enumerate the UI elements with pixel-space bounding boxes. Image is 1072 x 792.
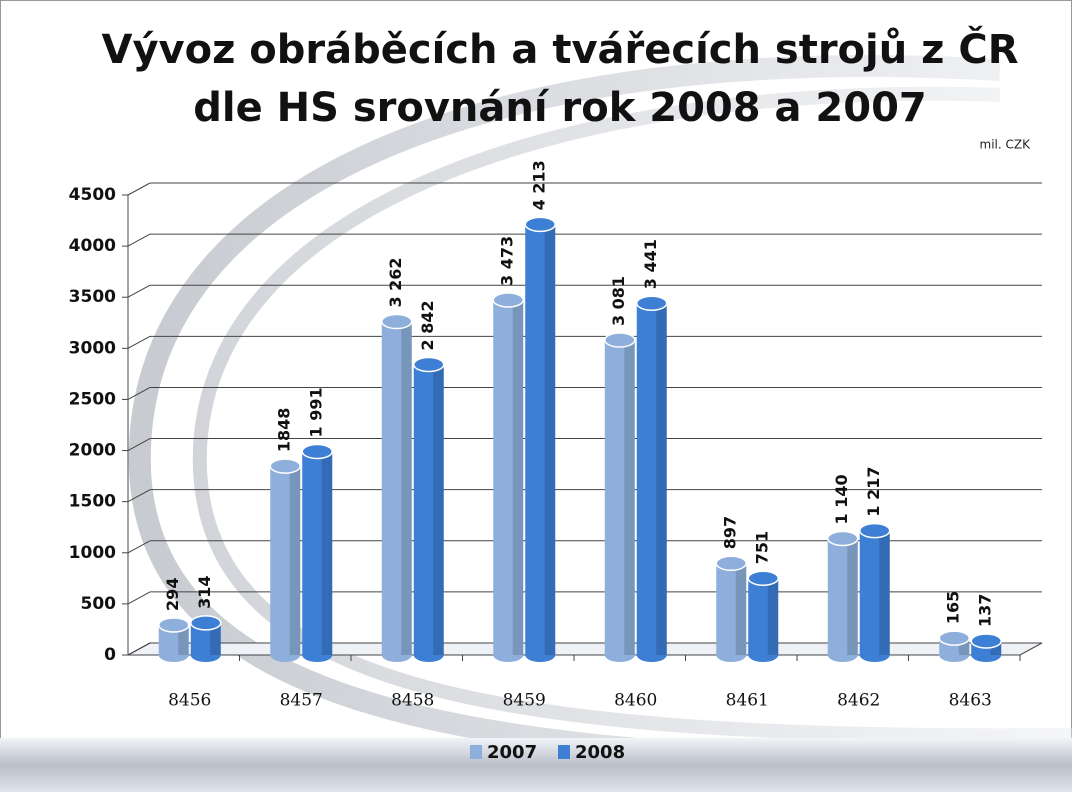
legend-swatch [470,745,482,759]
bar-shade [624,340,635,655]
x-tick-label: 8461 [726,691,769,711]
y-tick-label: 3000 [69,338,116,358]
grid-line [127,540,151,554]
bar-top [970,633,1002,649]
bar-shade [433,364,444,655]
bar-shade [512,299,524,655]
bar [636,303,667,655]
y-tick-label: 1500 [69,492,116,512]
bar-shade [879,530,890,655]
y-tick-label: 4500 [69,185,116,205]
chart-title: dle HS srovnání rok 2008 a 2007 [193,85,927,131]
value-label: 3 081 [609,276,628,326]
legend-swatch [558,745,570,759]
bar-shade [289,466,301,655]
bar-top [413,356,445,373]
y-tick-label: 2000 [69,441,116,461]
bar [716,563,747,655]
bar-shade [210,622,221,655]
value-label: 751 [753,531,772,564]
bar [493,299,524,655]
y-tick-label: 500 [81,594,117,614]
bar-top [301,443,333,460]
bar-top [747,570,779,586]
bar-shade [767,578,779,655]
unit-label: mil. CZK [980,138,1032,152]
grid-line [127,182,151,196]
bar-shade [735,563,747,655]
bar-top [827,530,859,547]
bar [270,466,301,655]
x-tick-label: 8460 [614,691,657,711]
bar-shade [401,321,412,655]
bar-top [524,216,556,233]
bar-top [859,522,891,539]
value-label: 1 217 [864,466,883,516]
bar-shade [958,638,970,655]
value-label: 2 842 [418,300,437,350]
value-label: 137 [976,594,995,627]
x-tick-label: 8462 [837,691,880,711]
y-tick-label: 1000 [69,543,116,563]
value-label: 3 262 [386,257,405,307]
bar [525,224,556,656]
bar-shade [544,224,556,656]
bar [604,340,635,655]
grid-line [127,387,151,400]
bar-shade [990,640,1002,655]
value-label: 1 991 [307,387,326,437]
y-tick-label: 2500 [69,389,116,409]
grid-line [127,335,151,349]
floor [127,642,1043,656]
value-label: 165 [944,591,963,624]
bar-top [938,630,970,646]
y-tick-label: 3500 [69,287,116,307]
y-tick-label: 4000 [69,236,116,256]
value-label: 4 213 [530,160,549,210]
grid-line [127,284,151,298]
x-tick-label: 8458 [391,691,434,711]
grid-line [127,591,151,605]
footer-band [0,738,1072,792]
bar [827,538,858,655]
x-tick-label: 8456 [168,691,211,711]
grid-line [127,233,151,247]
value-label: 314 [195,575,214,608]
decor-swoosh [192,86,1072,743]
bar-shade [321,451,333,655]
bar [859,530,890,655]
bar [413,364,444,655]
bar-top [715,555,747,572]
grid-line [127,438,151,451]
bar-top [381,313,413,330]
bar [748,578,779,655]
x-tick-label: 8463 [949,691,992,711]
bar-top [158,617,190,633]
bar-top [492,292,524,308]
value-label: 1848 [275,408,294,453]
grid-line [127,489,151,503]
bar-top [190,615,222,631]
legend-label: 2008 [575,742,625,763]
value-label: 3 441 [641,239,660,289]
bar [302,451,333,655]
y-tick-label: 0 [104,645,116,665]
x-tick-label: 8459 [503,691,546,711]
bar-shade [656,303,667,655]
bar-top [269,458,301,474]
value-label: 1 140 [832,474,851,524]
grid-line [127,642,151,656]
bar-shade [847,538,858,655]
bar-shade [178,624,189,655]
value-label: 3 473 [498,236,517,286]
legend-label: 2007 [487,742,537,763]
bar-top [604,332,636,348]
bar-top [636,295,668,312]
bar [381,321,412,655]
chart-title: Vývoz obráběcích a tvářecích strojů z ČR [101,25,1018,73]
x-tick-label: 8457 [280,691,323,711]
value-label: 897 [721,516,740,549]
value-label: 294 [163,578,182,611]
